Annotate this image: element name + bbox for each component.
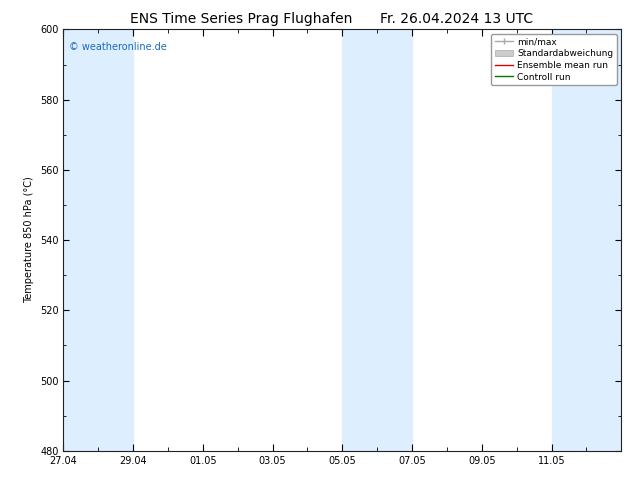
Bar [552,29,621,451]
Bar [63,29,133,451]
Bar [342,29,412,451]
Text: © weatheronline.de: © weatheronline.de [69,42,167,52]
Text: Fr. 26.04.2024 13 UTC: Fr. 26.04.2024 13 UTC [380,12,533,26]
Legend: min/max, Standardabweichung, Ensemble mean run, Controll run: min/max, Standardabweichung, Ensemble me… [491,34,617,85]
Text: ENS Time Series Prag Flughafen: ENS Time Series Prag Flughafen [130,12,352,26]
Y-axis label: Temperature 850 hPa (°C): Temperature 850 hPa (°C) [24,177,34,303]
